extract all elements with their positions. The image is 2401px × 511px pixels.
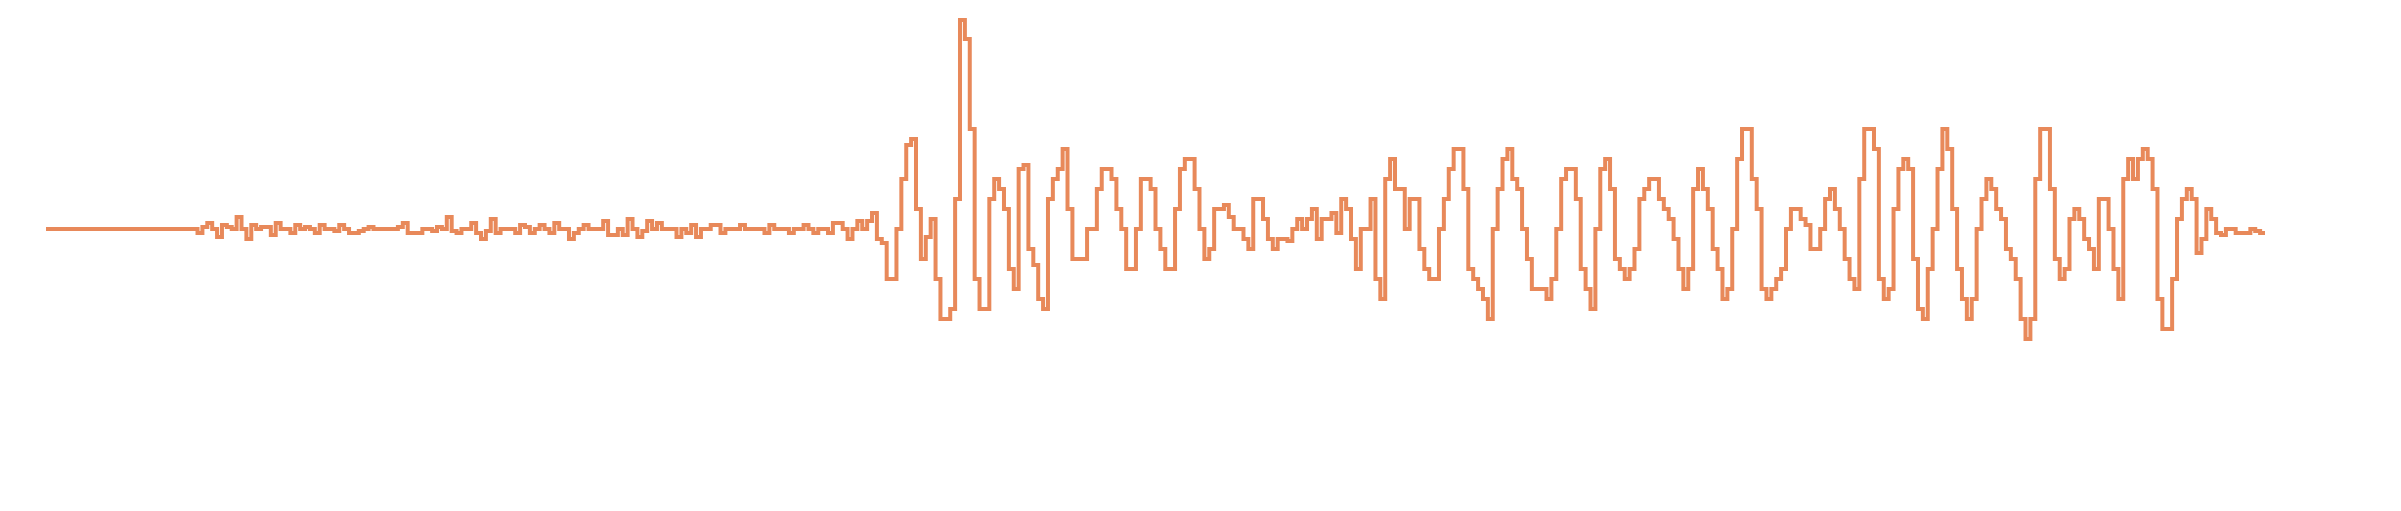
series-layer: [46, 18, 2265, 341]
series-line-0: [46, 18, 2265, 341]
